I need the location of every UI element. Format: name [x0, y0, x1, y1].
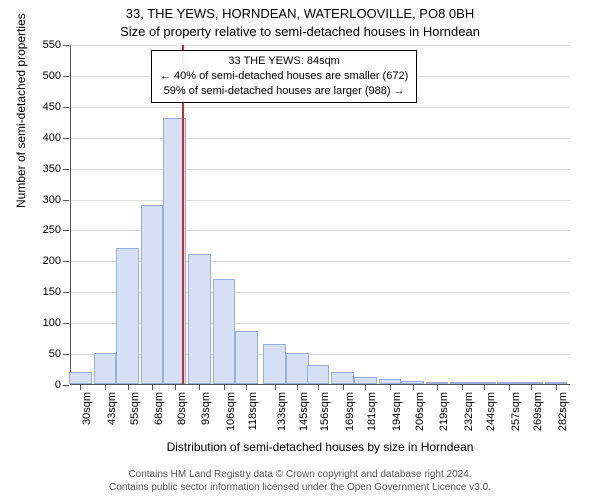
y-tick [63, 385, 69, 386]
y-tick-label: 450 [43, 101, 61, 113]
y-tick-label: 300 [43, 194, 61, 206]
x-axis-label: Distribution of semi-detached houses by … [70, 440, 570, 454]
x-tick-label: 118sqm [247, 354, 259, 392]
x-tick-label: 156sqm [319, 353, 331, 392]
annotation-line3: 59% of semi-detached houses are larger (… [160, 84, 408, 99]
x-tick-label: 133sqm [276, 353, 288, 392]
grid-line [71, 200, 570, 201]
x-tick-label: 194sqm [391, 353, 403, 392]
plot-area: 05010015020025030035040045050055030sqm43… [70, 45, 570, 385]
x-tick-label: 282sqm [557, 353, 569, 392]
chart-title-line1: 33, THE YEWS, HORNDEAN, WATERLOOVILLE, P… [0, 6, 600, 21]
x-tick-label: 169sqm [344, 353, 356, 392]
x-tick-label: 30sqm [81, 359, 93, 392]
chart-title-line2: Size of property relative to semi-detach… [0, 24, 600, 39]
y-tick-label: 550 [43, 39, 61, 51]
grid-line [71, 169, 570, 170]
chart-container: 33, THE YEWS, HORNDEAN, WATERLOOVILLE, P… [0, 0, 600, 500]
y-tick [63, 261, 69, 262]
annotation-box: 33 THE YEWS: 84sqm ← 40% of semi-detache… [151, 50, 417, 103]
x-tick-label: 145sqm [298, 353, 310, 392]
grid-line [71, 107, 570, 108]
x-tick-label: 206sqm [414, 353, 426, 392]
x-tick-label: 269sqm [532, 353, 544, 392]
y-tick-label: 400 [43, 132, 61, 144]
y-tick [63, 138, 69, 139]
y-tick-label: 500 [43, 70, 61, 82]
footer-line2: Contains public sector information licen… [0, 481, 600, 494]
y-tick [63, 169, 69, 170]
x-tick-label: 55sqm [129, 359, 141, 392]
y-tick [63, 45, 69, 46]
x-tick-label: 106sqm [225, 353, 237, 392]
y-tick [63, 200, 69, 201]
y-tick [63, 292, 69, 293]
x-tick-label: 244sqm [485, 353, 497, 392]
x-tick-label: 43sqm [106, 359, 118, 392]
y-tick [63, 230, 69, 231]
x-tick-label: 257sqm [510, 353, 522, 392]
y-tick [63, 323, 69, 324]
y-tick-label: 50 [49, 348, 61, 360]
y-tick-label: 350 [43, 163, 61, 175]
x-tick-label: 232sqm [463, 353, 475, 392]
histogram-bar [141, 205, 164, 384]
footer-line1: Contains HM Land Registry data © Crown c… [0, 468, 600, 481]
x-tick-label: 93sqm [200, 359, 212, 392]
y-tick-label: 250 [43, 224, 61, 236]
x-tick-label: 181sqm [366, 353, 378, 392]
grid-line [71, 45, 570, 46]
y-tick [63, 76, 69, 77]
y-tick-label: 200 [43, 255, 61, 267]
y-tick [63, 107, 69, 108]
y-tick [63, 354, 69, 355]
y-tick-label: 150 [43, 286, 61, 298]
x-tick-label: 68sqm [153, 359, 165, 392]
grid-line [71, 138, 570, 139]
footer-attribution: Contains HM Land Registry data © Crown c… [0, 468, 600, 494]
y-axis-label: Number of semi-detached properties [14, 13, 28, 208]
y-tick-label: 0 [55, 379, 61, 391]
annotation-line1: 33 THE YEWS: 84sqm [160, 54, 408, 69]
annotation-line2: ← 40% of semi-detached houses are smalle… [160, 69, 408, 84]
x-tick-label: 219sqm [438, 353, 450, 392]
y-tick-label: 100 [43, 317, 61, 329]
